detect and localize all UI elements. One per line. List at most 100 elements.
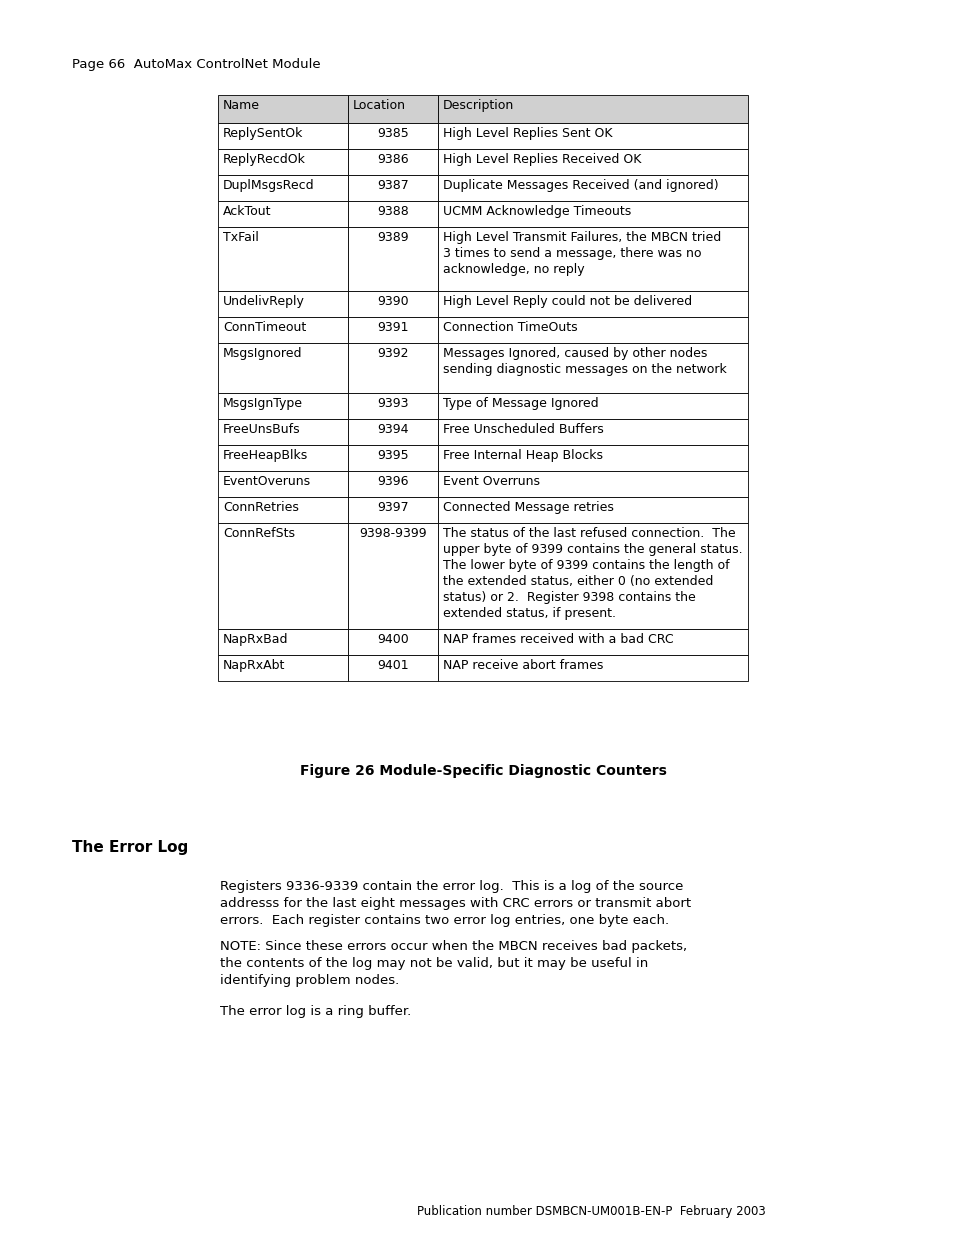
Bar [437, 343, 747, 393]
Text: High Level Replies Sent OK: High Level Replies Sent OK [442, 127, 612, 140]
Text: NOTE: Since these errors occur when the MBCN receives bad packets,
the contents : NOTE: Since these errors occur when the … [220, 940, 686, 987]
Text: High Level Reply could not be delivered: High Level Reply could not be delivered [442, 295, 691, 308]
Text: The error log is a ring buffer.: The error log is a ring buffer. [220, 1005, 411, 1018]
Bar [218, 419, 348, 445]
Text: ConnTimeout: ConnTimeout [223, 321, 306, 333]
Text: Connected Message retries: Connected Message retries [442, 501, 613, 514]
Bar [437, 201, 747, 227]
Text: ReplyRecdOk: ReplyRecdOk [223, 153, 306, 165]
Text: The Error Log: The Error Log [71, 840, 188, 855]
Bar [437, 149, 747, 175]
Bar [348, 343, 437, 393]
Bar [437, 291, 747, 317]
Bar [348, 175, 437, 201]
Text: FreeUnsBufs: FreeUnsBufs [223, 424, 300, 436]
Bar [218, 496, 348, 522]
Bar [348, 291, 437, 317]
Bar [348, 201, 437, 227]
Text: 9392: 9392 [376, 347, 408, 359]
Text: Type of Message Ignored: Type of Message Ignored [442, 396, 598, 410]
Text: MsgsIgnored: MsgsIgnored [223, 347, 302, 359]
Bar [218, 149, 348, 175]
Bar [218, 201, 348, 227]
Bar [348, 149, 437, 175]
Text: UCMM Acknowledge Timeouts: UCMM Acknowledge Timeouts [442, 205, 631, 219]
Bar [218, 343, 348, 393]
Bar [437, 393, 747, 419]
Text: MsgsIgnType: MsgsIgnType [223, 396, 303, 410]
Bar [348, 124, 437, 149]
Text: 9391: 9391 [376, 321, 408, 333]
Text: Duplicate Messages Received (and ignored): Duplicate Messages Received (and ignored… [442, 179, 718, 191]
Text: DuplMsgsRecd: DuplMsgsRecd [223, 179, 314, 191]
Text: AckTout: AckTout [223, 205, 272, 219]
Bar [437, 175, 747, 201]
Text: ConnRetries: ConnRetries [223, 501, 298, 514]
Bar [218, 291, 348, 317]
Text: NapRxAbt: NapRxAbt [223, 659, 285, 672]
Text: EventOveruns: EventOveruns [223, 475, 311, 488]
Text: Event Overruns: Event Overruns [442, 475, 539, 488]
Text: 9401: 9401 [376, 659, 409, 672]
Text: Name: Name [223, 99, 260, 112]
Bar [348, 419, 437, 445]
Bar [218, 655, 348, 680]
Text: Figure 26 Module-Specific Diagnostic Counters: Figure 26 Module-Specific Diagnostic Cou… [299, 764, 666, 778]
Bar [348, 317, 437, 343]
Bar [348, 95, 437, 124]
Bar [348, 496, 437, 522]
Text: 9400: 9400 [376, 634, 409, 646]
Bar [437, 419, 747, 445]
Bar [437, 471, 747, 496]
Bar [437, 629, 747, 655]
Text: 9386: 9386 [376, 153, 409, 165]
Text: ReplySentOk: ReplySentOk [223, 127, 303, 140]
Text: Description: Description [442, 99, 514, 112]
Text: 9388: 9388 [376, 205, 409, 219]
Text: FreeHeapBlks: FreeHeapBlks [223, 450, 308, 462]
Text: TxFail: TxFail [223, 231, 258, 245]
Text: ConnRefSts: ConnRefSts [223, 527, 294, 540]
Bar [437, 95, 747, 124]
Text: Free Internal Heap Blocks: Free Internal Heap Blocks [442, 450, 602, 462]
Text: Registers 9336-9339 contain the error log.  This is a log of the source
addresss: Registers 9336-9339 contain the error lo… [220, 881, 690, 927]
Text: Publication number DSMBCN-UM001B-EN-P  February 2003: Publication number DSMBCN-UM001B-EN-P Fe… [416, 1205, 765, 1218]
Bar [218, 95, 348, 124]
Bar [218, 445, 348, 471]
Text: High Level Replies Received OK: High Level Replies Received OK [442, 153, 640, 165]
Text: The status of the last refused connection.  The
upper byte of 9399 contains the : The status of the last refused connectio… [442, 527, 741, 620]
Text: NAP receive abort frames: NAP receive abort frames [442, 659, 602, 672]
Bar [218, 629, 348, 655]
Bar [437, 496, 747, 522]
Bar [437, 445, 747, 471]
Bar [218, 124, 348, 149]
Bar [437, 522, 747, 629]
Bar [218, 471, 348, 496]
Text: 9393: 9393 [376, 396, 408, 410]
Bar [218, 522, 348, 629]
Bar [348, 445, 437, 471]
Bar [437, 317, 747, 343]
Text: 9390: 9390 [376, 295, 409, 308]
Text: Connection TimeOuts: Connection TimeOuts [442, 321, 577, 333]
Bar [348, 629, 437, 655]
Bar [348, 522, 437, 629]
Bar [348, 655, 437, 680]
Text: 9389: 9389 [376, 231, 409, 245]
Text: NAP frames received with a bad CRC: NAP frames received with a bad CRC [442, 634, 673, 646]
Bar [348, 471, 437, 496]
Text: 9394: 9394 [376, 424, 408, 436]
Text: Page 66  AutoMax ControlNet Module: Page 66 AutoMax ControlNet Module [71, 58, 320, 70]
Bar [218, 317, 348, 343]
Bar [218, 175, 348, 201]
Text: 9396: 9396 [376, 475, 408, 488]
Text: Messages Ignored, caused by other nodes
sending diagnostic messages on the netwo: Messages Ignored, caused by other nodes … [442, 347, 726, 375]
Text: 9387: 9387 [376, 179, 409, 191]
Bar [437, 655, 747, 680]
Text: 9385: 9385 [376, 127, 409, 140]
Bar [437, 124, 747, 149]
Bar [218, 227, 348, 291]
Text: 9395: 9395 [376, 450, 409, 462]
Bar [348, 227, 437, 291]
Text: High Level Transmit Failures, the MBCN tried
3 times to send a message, there wa: High Level Transmit Failures, the MBCN t… [442, 231, 720, 275]
